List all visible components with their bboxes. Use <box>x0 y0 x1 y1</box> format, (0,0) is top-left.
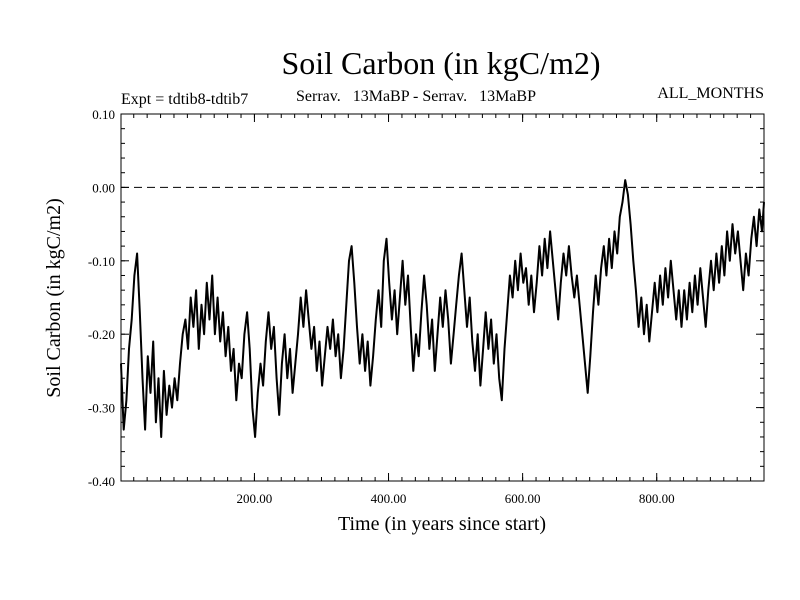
y-axis-label: Soil Carbon (in kgC/m2) <box>43 198 65 397</box>
x-axis-label: Time (in years since start) <box>338 513 546 535</box>
x-tick-label: 400.00 <box>371 491 407 506</box>
experiment-label: Expt = tdtib8-tdtib7 <box>121 91 248 108</box>
y-tick-label: -0.30 <box>88 401 115 416</box>
y-tick-label: 0.00 <box>92 180 115 195</box>
experiment-subtitle: Serrav. 13MaBP - Serrav. 13MaBP <box>296 88 536 105</box>
y-tick-label: -0.20 <box>88 327 115 342</box>
y-tick-label: 0.10 <box>92 107 115 122</box>
y-tick-label: -0.40 <box>88 474 115 489</box>
x-axis: 200.00 400.00 600.00 800.00 <box>133 114 752 506</box>
y-tick-label: -0.10 <box>88 254 115 269</box>
x-tick-label: 800.00 <box>639 491 675 506</box>
x-tick-label: 600.00 <box>505 491 541 506</box>
y-axis: 0.10 0.00 -0.10 -0.20 -0.30 -0.40 <box>88 107 764 489</box>
chart-title: Soil Carbon (in kgC/m2) <box>281 45 600 81</box>
soil-carbon-series-line <box>120 179 765 438</box>
period-label: ALL_MONTHS <box>657 85 764 102</box>
x-tick-label: 200.00 <box>237 491 273 506</box>
